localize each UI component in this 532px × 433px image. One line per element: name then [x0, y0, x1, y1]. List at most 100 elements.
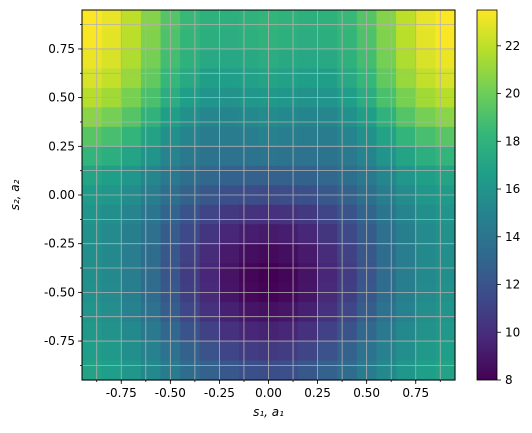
- grid-lines: [82, 10, 455, 380]
- heatmap-cell: [121, 126, 142, 147]
- heatmap-cell: [396, 204, 417, 225]
- heatmap-cell: [239, 146, 260, 167]
- heatmap-cell: [415, 321, 436, 342]
- heatmap-cell: [396, 302, 417, 323]
- heatmap-cell: [219, 341, 240, 362]
- heatmap-cell: [140, 224, 162, 245]
- heatmap-cell: [199, 263, 221, 284]
- heatmap-cell: [101, 224, 122, 245]
- heatmap-cell: [82, 243, 103, 264]
- heatmap-cell: [376, 321, 397, 342]
- heatmap-cell: [415, 360, 436, 381]
- x-axis-label: s₁, a₁: [253, 405, 284, 419]
- heatmap-cell: [101, 360, 122, 381]
- heatmap-cell: [415, 243, 436, 264]
- heatmap-cell: [297, 302, 319, 323]
- heatmap-cell: [180, 107, 201, 128]
- heatmap-cell: [101, 243, 122, 264]
- heatmap-cell: [82, 302, 103, 323]
- heatmap-cell: [219, 68, 240, 89]
- heatmap-cell: [317, 321, 338, 342]
- colorbar-tick-label: 14: [505, 230, 520, 244]
- heatmap-cell: [317, 107, 338, 128]
- heatmap-cell: [337, 146, 358, 167]
- heatmap-cell: [219, 302, 240, 323]
- heatmap-cell: [317, 146, 338, 167]
- heatmap-cell: [239, 48, 260, 70]
- heatmap-cell: [180, 165, 201, 186]
- heatmap-cell: [415, 165, 436, 186]
- heatmap-cell: [396, 243, 417, 264]
- heatmap-cell: [101, 321, 122, 342]
- heatmap-cell: [82, 48, 103, 70]
- heatmap-cell: [140, 302, 162, 323]
- heatmap-cell: [337, 360, 358, 381]
- heatmap-cell: [415, 107, 436, 128]
- heatmap-cell: [140, 126, 162, 147]
- heatmap-cell: [337, 10, 358, 31]
- heatmap-cell: [140, 68, 162, 89]
- heatmap-cell: [101, 10, 122, 31]
- heatmap-cell: [199, 29, 221, 50]
- y-tick-label: 0.00: [48, 188, 75, 202]
- heatmap-cell: [180, 224, 201, 245]
- heatmap-cell: [121, 263, 142, 284]
- heatmap-cell: [337, 341, 358, 362]
- heatmap-cell: [180, 302, 201, 323]
- heatmap-cell: [180, 126, 201, 147]
- heatmap-cell: [239, 243, 260, 264]
- heatmap-cell: [101, 204, 122, 225]
- heatmap-cell: [337, 126, 358, 147]
- heatmap-cell: [140, 165, 162, 186]
- colorbar-tick-label: 12: [505, 278, 520, 292]
- heatmap-cell: [278, 263, 299, 284]
- y-axis: -0.75 -0.50 -0.25 0.00 0.25 0.50 0.75: [44, 24, 82, 366]
- x-tick-label: 0.75: [402, 386, 429, 400]
- heatmap-cell: [396, 10, 417, 31]
- heatmap-cell: [435, 341, 456, 362]
- heatmap-cell: [140, 29, 162, 50]
- heatmap-cell: [180, 263, 201, 284]
- heatmap-cell: [82, 341, 103, 362]
- heatmap-cell: [140, 48, 162, 70]
- heatmap-cell: [199, 10, 221, 31]
- heatmap-cell: [219, 204, 240, 225]
- y-tick-label: -0.50: [44, 285, 75, 299]
- heatmap-cell: [396, 68, 417, 89]
- x-tick-label: 0.50: [353, 386, 380, 400]
- colorbar-tick-label: 10: [505, 325, 520, 339]
- heatmap-cell: [239, 10, 260, 31]
- heatmap-cell: [415, 126, 436, 147]
- heatmap-cell: [140, 243, 162, 264]
- heatmap-cell: [376, 243, 397, 264]
- heatmap-cell: [219, 360, 240, 381]
- heatmap-cell: [101, 263, 122, 284]
- heatmap-cell: [140, 263, 162, 284]
- heatmap-cell: [337, 204, 358, 225]
- heatmap-cell: [219, 29, 240, 50]
- heatmap-cell: [337, 224, 358, 245]
- heatmap-cell: [219, 126, 240, 147]
- heatmap-cell: [317, 341, 338, 362]
- heatmap-cell: [376, 224, 397, 245]
- heatmap-cell: [180, 321, 201, 342]
- heatmap-cell: [101, 68, 122, 89]
- heatmap-cell: [396, 48, 417, 70]
- heatmap-cell: [199, 126, 221, 147]
- heatmap-cell: [121, 243, 142, 264]
- heatmap-cell: [278, 321, 299, 342]
- heatmap-cell: [317, 10, 338, 31]
- heatmap-cell: [121, 341, 142, 362]
- heatmap-cell: [396, 263, 417, 284]
- heatmap-cell: [396, 341, 417, 362]
- heatmap-cell: [278, 68, 299, 89]
- colorbar-gradient: [476, 9, 498, 381]
- heatmap-cell: [140, 146, 162, 167]
- heatmap-cell: [121, 321, 142, 342]
- heatmap-cell: [278, 302, 299, 323]
- heatmap-cell: [317, 29, 338, 50]
- heatmap-cell: [82, 107, 103, 128]
- heatmap-cell: [337, 302, 358, 323]
- heatmap-cell: [180, 29, 201, 50]
- heatmap-cell: [180, 341, 201, 362]
